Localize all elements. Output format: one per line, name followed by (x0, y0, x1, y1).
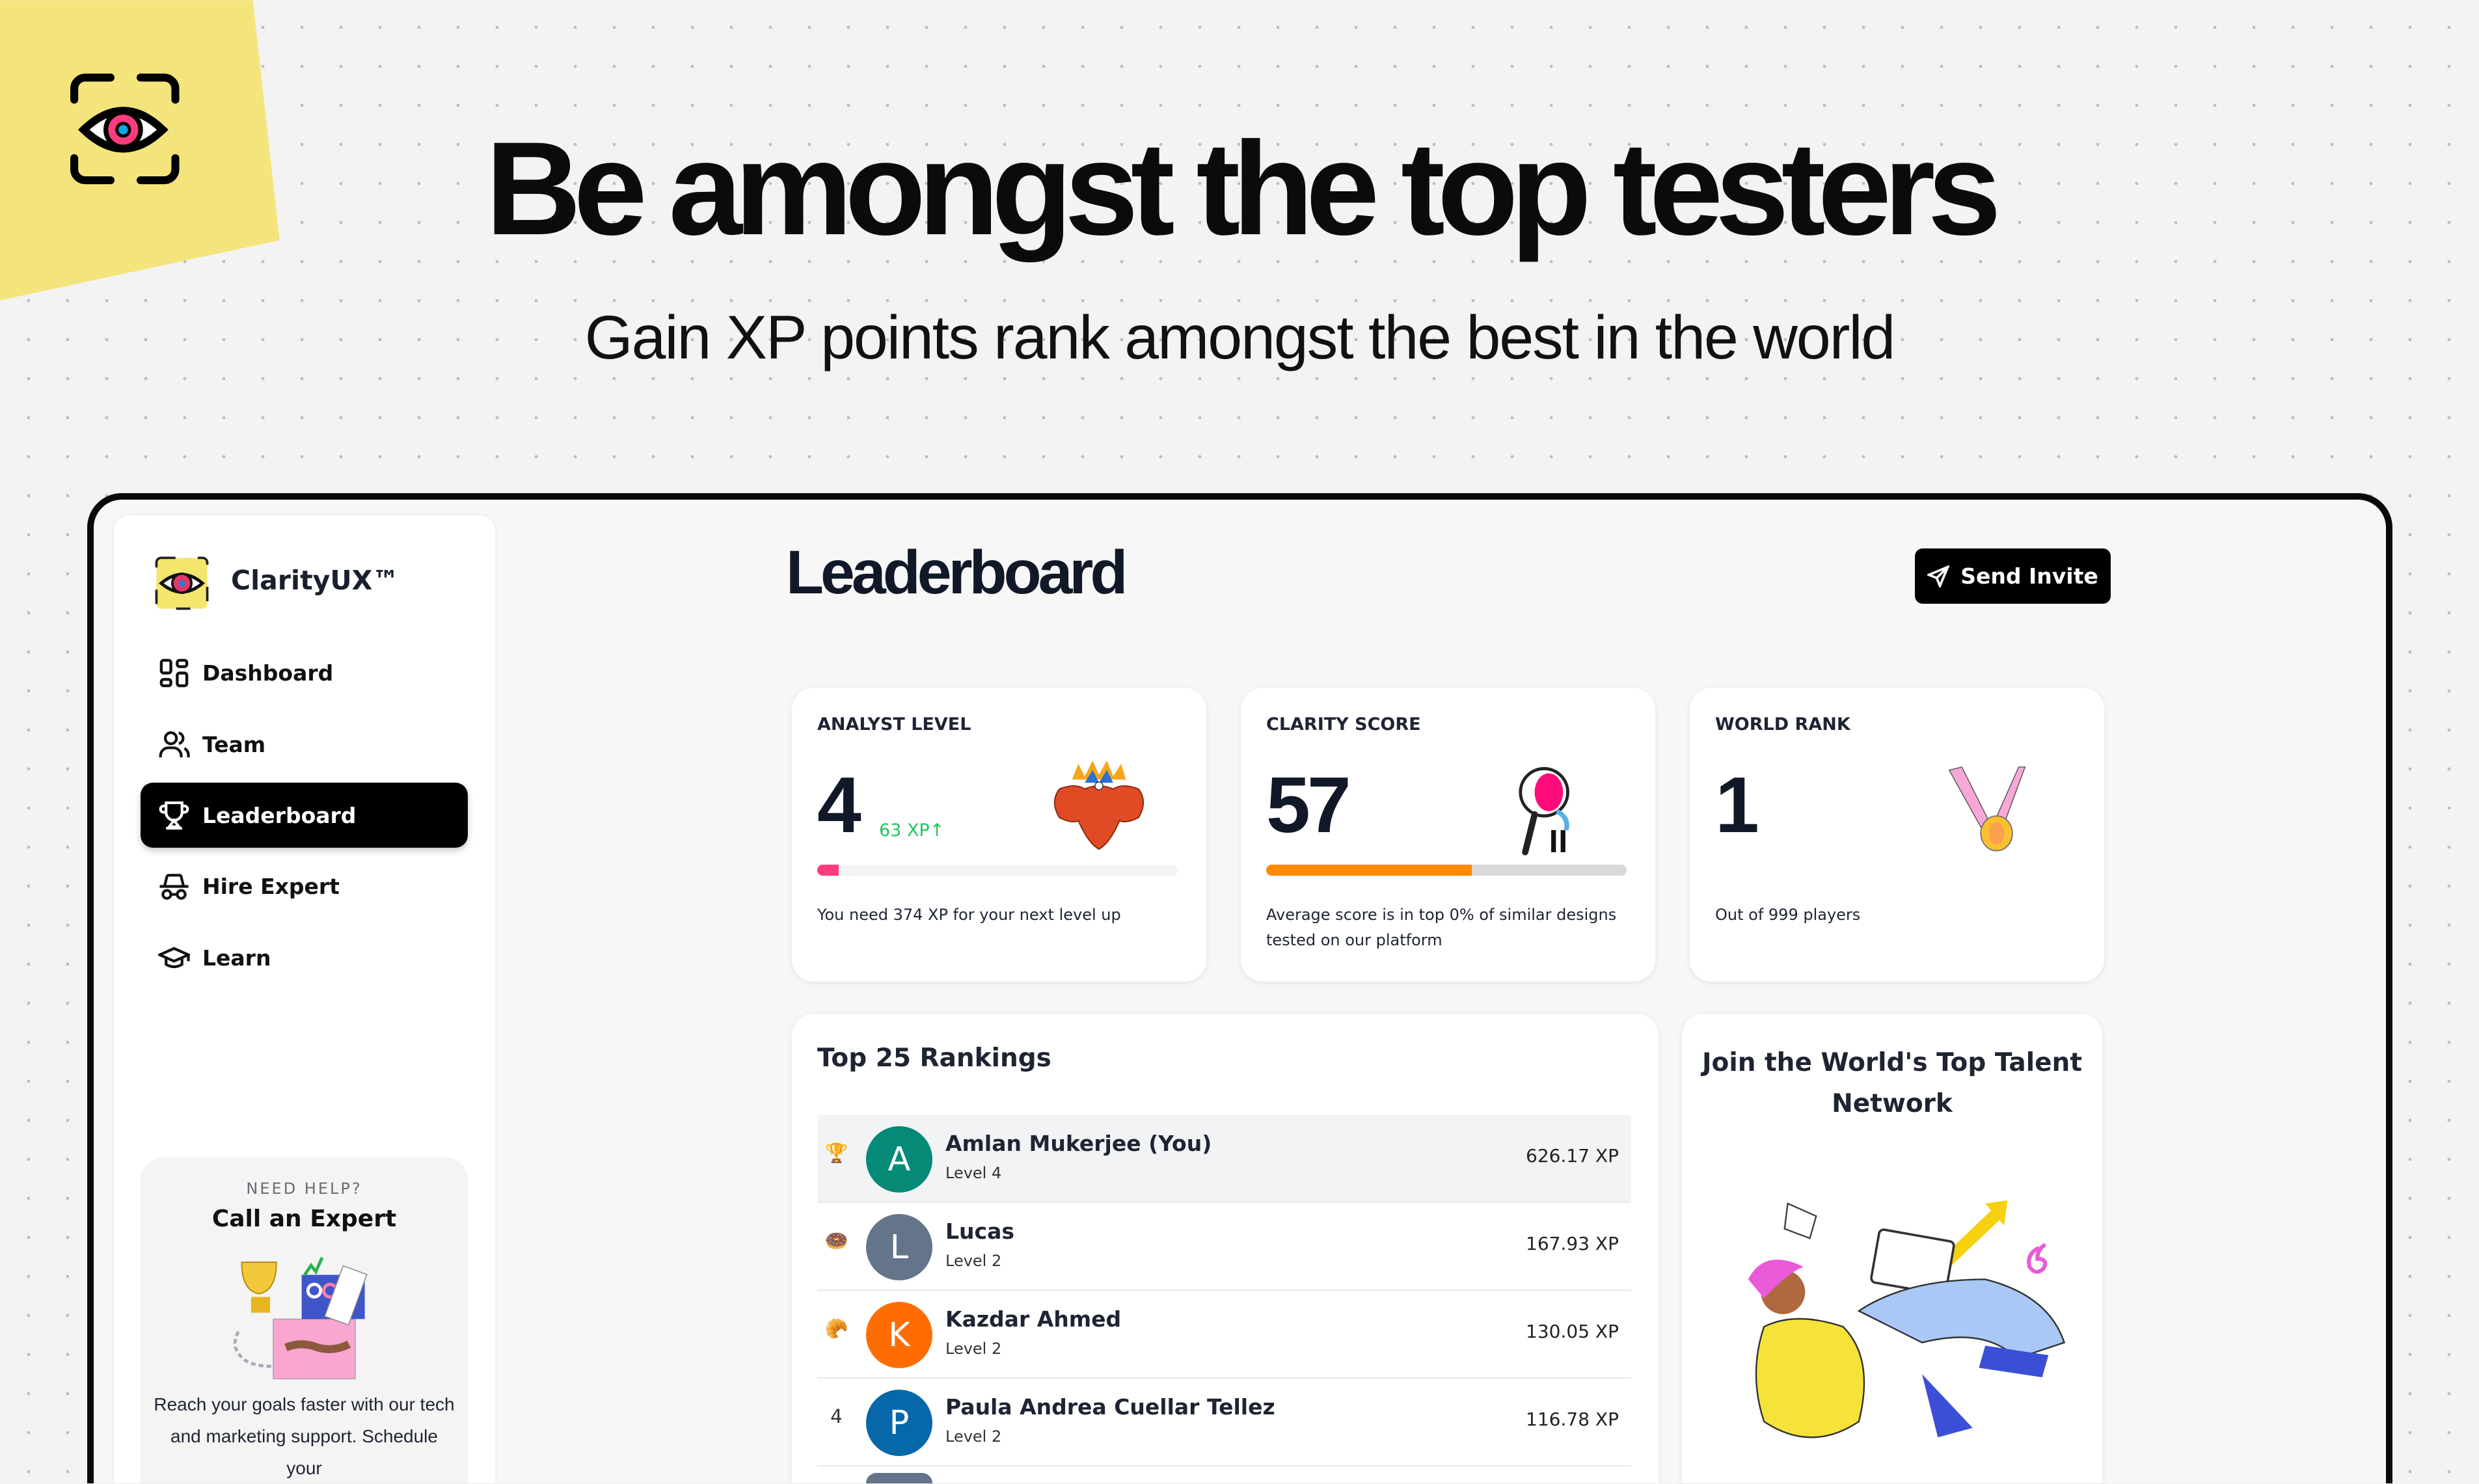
clarity-score-card: CLARITY SCORE 57 Average score is in top… (1241, 688, 1655, 982)
croissant-icon: 🥐 (824, 1317, 848, 1340)
player-name: Kazdar Ahmed (945, 1306, 1122, 1332)
sidebar-item-label: Hire Expert (202, 873, 340, 899)
sidebar-item-label: Leaderboard (202, 802, 357, 828)
score-progress-bar (1266, 865, 1627, 876)
sticky-note-logo (0, 0, 280, 301)
avatar: A (866, 1126, 932, 1193)
score-progress-fill (1266, 865, 1472, 876)
rank-number: 4 (830, 1405, 843, 1427)
player-name: Amlan Mukerjee (You) (945, 1131, 1212, 1156)
trophy-icon: 🏆 (824, 1142, 848, 1164)
stat-value: 4 (817, 761, 861, 849)
growth-person-illustration (1748, 1200, 2066, 1438)
sidebar-item-dashboard[interactable]: Dashboard (141, 640, 468, 705)
muscle-monster-illustration (1053, 761, 1145, 850)
player-xp: 130.05 XP (1526, 1321, 1619, 1342)
level-progress-fill (817, 865, 839, 876)
rankings-card: Top 25 Rankings 🏆 A Amlan Mukerjee (You)… (792, 1014, 1659, 1483)
stat-description: Out of 999 players (1715, 906, 1861, 924)
player-level: Level 2 (945, 1252, 1002, 1270)
users-icon (159, 731, 190, 757)
player-xp: 116.78 XP (1526, 1409, 1619, 1430)
player-level: Level 2 (945, 1340, 1002, 1358)
teamwork-trophy-illustration (233, 1256, 368, 1379)
hero-subtitle: Gain XP points rank amongst the best in … (584, 303, 1896, 372)
player-level: Level 2 (945, 1427, 1002, 1446)
magnifier-character-illustration (1519, 767, 1569, 856)
sidebar-item-leaderboard[interactable]: Leaderboard (141, 783, 468, 848)
stat-description: You need 374 XP for your next level up (817, 906, 1121, 924)
help-title: Call an Expert (211, 1206, 397, 1232)
sidebar-item-label: Team (202, 731, 266, 757)
level-progress-bar (817, 865, 1178, 876)
player-xp: 626.17 XP (1526, 1145, 1619, 1167)
join-title: Join the World's Top Talent Network (1702, 1048, 2082, 1118)
sidebar-item-label: Dashboard (202, 660, 334, 686)
brand-name: ClarityUX™ (231, 565, 400, 596)
avatar (866, 1473, 932, 1483)
hero-title: Be amongst the top testers (485, 115, 2001, 263)
avatar: L (866, 1214, 932, 1280)
incognito-icon (159, 873, 189, 900)
page-title: Leaderboard (786, 538, 1128, 607)
rankings-title: Top 25 Rankings (817, 1044, 1051, 1073)
brand-logo-icon (155, 556, 209, 610)
table-row[interactable] (817, 1466, 1631, 1483)
stat-description: Average score is in top 0% of similar de… (1266, 906, 1617, 949)
sidebar-item-hire-expert[interactable]: Hire Expert (141, 854, 468, 919)
player-name: Paula Andrea Cuellar Tellez (945, 1394, 1275, 1420)
sidebar-item-label: Learn (202, 945, 271, 971)
send-invite-label: Send Invite (1960, 563, 2098, 589)
help-card: NEED HELP? Call an Expert Reach your goa… (141, 1157, 468, 1483)
help-description: Reach your goals faster with our tech an… (154, 1394, 455, 1478)
help-kicker: NEED HELP? (246, 1180, 362, 1198)
send-icon (1927, 565, 1950, 587)
table-row[interactable]: 🏆 A Amlan Mukerjee (You) Level 4 626.17 … (817, 1115, 1631, 1203)
player-xp: 167.93 XP (1526, 1233, 1619, 1254)
graduation-cap-icon (158, 947, 190, 968)
send-invite-button[interactable]: Send Invite (1915, 548, 2111, 604)
stat-label: WORLD RANK (1715, 714, 1850, 735)
stat-label: ANALYST LEVEL (817, 714, 971, 735)
grid-icon (159, 658, 189, 687)
sidebar-item-learn[interactable]: Learn (141, 925, 468, 990)
stat-value: 1 (1715, 761, 1759, 849)
stat-value: 57 (1266, 761, 1351, 849)
join-network-card: Join the World's Top Talent Network (1682, 1014, 2102, 1483)
donut-icon: 🍩 (824, 1230, 848, 1252)
sidebar-item-team[interactable]: Team (141, 712, 468, 777)
table-row[interactable]: 4 P Paula Andrea Cuellar Tellez Level 2 … (817, 1379, 1631, 1466)
player-name: Lucas (945, 1219, 1014, 1244)
trophy-icon (159, 801, 189, 830)
table-row[interactable]: 🥐 K Kazdar Ahmed Level 2 130.05 XP (817, 1291, 1631, 1379)
world-rank-card: WORLD RANK 1 Out of 999 players (1690, 688, 2104, 982)
medal-illustration (1948, 766, 2026, 852)
player-level: Level 4 (945, 1164, 1002, 1182)
avatar: P (866, 1390, 932, 1456)
table-row[interactable]: 🍩 L Lucas Level 2 167.93 XP (817, 1203, 1631, 1291)
xp-gain: 63 XP↑ (879, 820, 945, 841)
avatar: K (866, 1302, 932, 1368)
stat-label: CLARITY SCORE (1266, 714, 1421, 735)
analyst-level-card: ANALYST LEVEL 4 63 XP↑ You need 374 XP f… (792, 688, 1206, 982)
